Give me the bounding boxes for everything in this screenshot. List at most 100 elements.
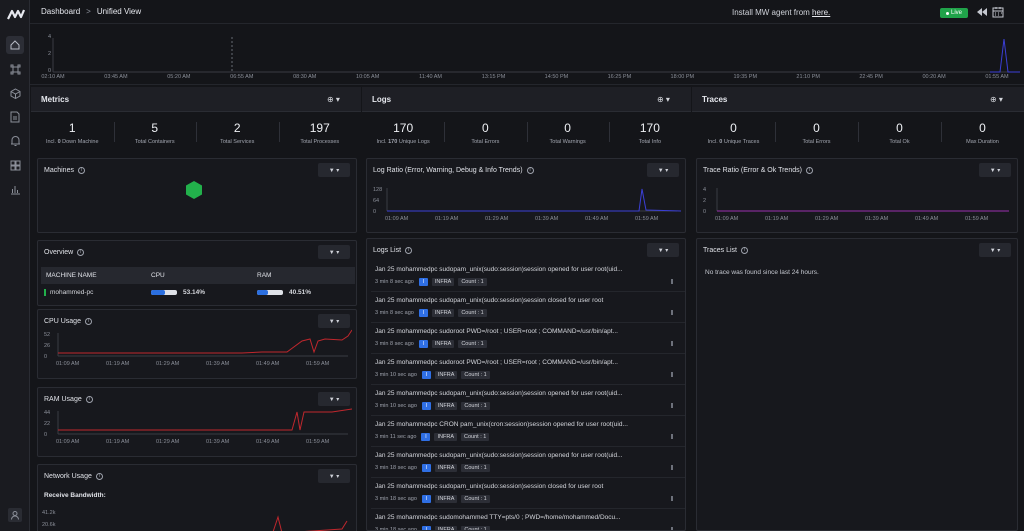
log-ratio-title: Log Ratio (Error, Warning, Debug & Info … — [373, 167, 534, 174]
info-icon[interactable]: i — [95, 473, 103, 480]
rewind-icon[interactable] — [976, 6, 988, 18]
table-row[interactable]: mohammed-pc 53.14% 40.51% — [41, 284, 355, 301]
logo-icon[interactable] — [7, 8, 25, 20]
log-age: 3 min 10 sec ago — [375, 372, 417, 378]
log-ratio-chart[interactable]: 128 64 0 01:09 AM 01:19 AM 01:29 AM 01:39 AM 01… — [371, 183, 681, 233]
stat-label: Total Errors — [802, 139, 831, 145]
x-tick: 01:19 AM — [765, 216, 789, 222]
timeline-chart[interactable]: 4 2 0 02:10 AM 03:45 AM 05:20 AM 06:55 AM 08… — [30, 25, 1024, 85]
stat-label-post: Down Machine — [60, 139, 99, 145]
breadcrumb-dashboard[interactable]: Dashboard — [41, 7, 81, 16]
timeline-xtick: 14:50 PM — [544, 74, 569, 80]
log-level-badge: I — [421, 371, 431, 379]
log-level-badge: I — [418, 278, 428, 286]
timeline-xtick: 05:20 AM — [167, 74, 191, 80]
add-widget-button[interactable]: ⊕ ▾ — [657, 95, 670, 104]
log-list-item[interactable]: Jan 25 mohammedpc CRON pam_unix(cron:ses… — [371, 416, 685, 447]
stat-value: 170 — [639, 121, 660, 135]
log-list-item[interactable]: Jan 25 mohammedpc sudopam_unix(sudo:sess… — [371, 385, 685, 416]
ram-usage-title: RAM Usage i — [44, 396, 93, 403]
log-level-badge: I — [421, 526, 431, 530]
filter-button[interactable]: ▼ ▾ — [979, 243, 1011, 257]
add-widget-button[interactable]: ⊕ ▾ — [327, 95, 340, 104]
document-icon[interactable] — [8, 110, 22, 124]
info-icon[interactable]: i — [77, 167, 85, 174]
filter-button[interactable]: ▼ ▾ — [647, 163, 679, 177]
ram-usage-chart[interactable]: 44 22 0 01:09 AM 01:19 AM 01:29 AM 01:39 AM 01:… — [42, 406, 352, 456]
info-icon[interactable]: i — [77, 249, 85, 256]
log-source-tag: INFRA — [431, 340, 455, 348]
bar-chart-icon[interactable] — [8, 182, 22, 196]
info-icon[interactable]: i — [84, 318, 92, 325]
log-list-item[interactable]: Jan 25 mohammedpc sudomohammed TTY=pts/0… — [371, 509, 685, 530]
log-level-badge: I — [418, 309, 428, 317]
log-list-item[interactable]: Jan 25 mohammedpc sudopam_unix(sudo:sess… — [371, 261, 685, 292]
series-line — [387, 188, 681, 212]
x-tick: 01:09 AM — [385, 216, 409, 222]
filter-button[interactable]: ▼ ▾ — [318, 314, 350, 328]
stat-label: Total Errors — [471, 139, 500, 145]
log-list-item[interactable]: Jan 25 mohammedpc sudopam_unix(sudo:sess… — [371, 478, 685, 509]
install-agent-text: Install MW agent from — [732, 8, 810, 17]
filter-button[interactable]: ▼ ▾ — [318, 163, 350, 177]
log-level-badge: I — [421, 495, 431, 503]
add-widget-button[interactable]: ⊕ ▾ — [990, 95, 1003, 104]
live-dot-icon — [945, 11, 949, 15]
user-avatar-icon[interactable] — [8, 508, 22, 522]
timeline-xtick: 10:05 AM — [356, 74, 380, 80]
filter-button[interactable]: ▼ ▾ — [979, 163, 1011, 177]
filter-button[interactable]: ▼ ▾ — [318, 469, 350, 483]
column-header[interactable]: MACHINE NAME — [46, 272, 97, 279]
timeline-xtick: 18:00 PM — [670, 74, 695, 80]
info-icon[interactable]: i — [85, 396, 93, 403]
stat-logs: 170 Incl. 170 Unique Logs — [362, 113, 444, 149]
log-age: 3 min 8 sec ago — [375, 279, 414, 285]
traces-column: Traces ⊕ ▾ 0 Incl. 0 Unique Traces 0 Total… — [692, 87, 1024, 531]
column-header[interactable]: RAM — [257, 272, 272, 279]
info-icon[interactable]: i — [405, 247, 413, 254]
log-list-item[interactable]: Jan 25 mohammedpc sudoroot PWD=/root ; U… — [371, 354, 685, 385]
log-age: 3 min 8 sec ago — [375, 310, 414, 316]
info-icon[interactable]: i — [740, 247, 748, 254]
filter-button[interactable]: ▼ ▾ — [318, 392, 350, 406]
log-list-item[interactable]: Jan 25 mohammedpc sudopam_unix(sudo:sess… — [371, 447, 685, 478]
stat-label: Total Processes — [300, 139, 340, 145]
machine-hexagon[interactable] — [185, 180, 203, 200]
network-usage-chart[interactable]: 41.2k 20.6k — [42, 505, 352, 531]
x-tick: 01:49 AM — [585, 216, 609, 222]
install-agent-link[interactable]: here. — [812, 8, 831, 17]
timeline-xtick: 06:55 AM — [230, 74, 254, 80]
stat-value: 5 — [151, 121, 159, 135]
cpu-usage-chart[interactable]: 52 26 0 01:09 AM 01:19 AM 01:29 AM 01:39 AM 01:… — [42, 328, 352, 378]
info-icon[interactable]: i — [526, 167, 534, 174]
stat-value: 0 — [482, 121, 489, 135]
y-tick: 64 — [373, 198, 379, 204]
machines-title: Machines i — [44, 167, 85, 174]
log-list-item[interactable]: Jan 25 mohammedpc sudopam_unix(sudo:sess… — [371, 292, 685, 323]
dashboard-icon[interactable] — [8, 158, 22, 172]
machine-name[interactable]: mohammed-pc — [50, 289, 94, 296]
y-tick: 22 — [44, 421, 50, 427]
cube-icon[interactable] — [8, 86, 22, 100]
bell-icon[interactable] — [8, 134, 22, 148]
filter-button[interactable]: ▼ ▾ — [647, 243, 679, 257]
calendar-icon[interactable] — [992, 6, 1004, 18]
timeline-plot — [52, 37, 1020, 73]
log-count-tag: Count : 1 — [458, 309, 487, 317]
log-list-item[interactable]: Jan 25 mohammedpc sudoroot PWD=/root ; U… — [371, 323, 685, 354]
filter-button[interactable]: ▼ ▾ — [318, 245, 350, 259]
column-header[interactable]: CPU — [151, 272, 165, 279]
traces-title: Traces — [702, 94, 728, 104]
metrics-header: Metrics ⊕ ▾ — [31, 87, 361, 112]
logs-column: Logs ⊕ ▾ 170 Incl. 170 Unique Logs 0 Total… — [362, 87, 691, 531]
logs-stats: 170 Incl. 170 Unique Logs 0 Total Errors 0… — [362, 113, 691, 149]
empty-traces-message: No trace was found since last 24 hours. — [705, 269, 819, 276]
home-icon[interactable] — [6, 36, 24, 54]
live-toggle[interactable]: Live — [940, 8, 968, 18]
trace-ratio-chart[interactable]: 4 2 0 01:09 AM 01:19 AM 01:29 AM 01:39 AM 01:49… — [701, 183, 1013, 233]
command-icon[interactable] — [8, 62, 22, 76]
info-icon[interactable]: i — [805, 167, 813, 174]
stat-value: 0 — [896, 121, 903, 135]
x-tick: 01:29 AM — [156, 439, 180, 445]
install-agent-notice: Install MW agent from here. — [732, 8, 830, 17]
